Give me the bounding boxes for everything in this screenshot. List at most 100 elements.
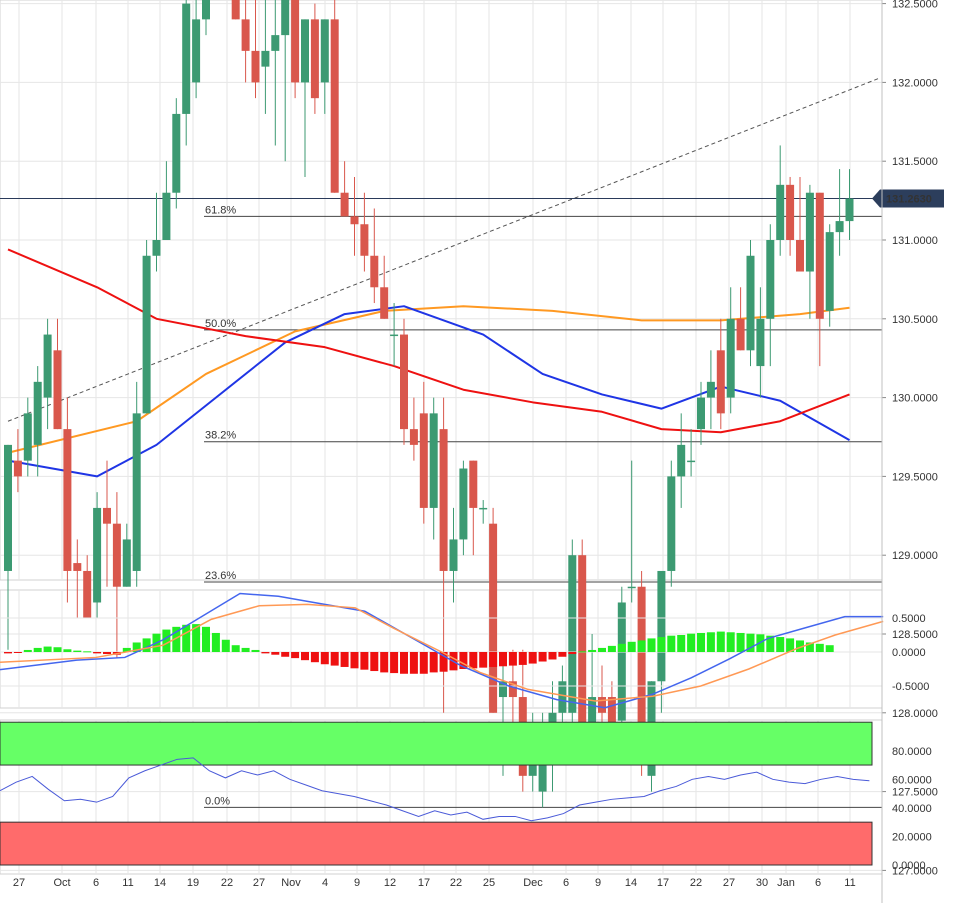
x-tick-label: 25 bbox=[483, 877, 495, 889]
macd-bar-positive bbox=[667, 635, 676, 652]
macd-bar-positive bbox=[588, 649, 597, 652]
candle-bullish bbox=[835, 221, 844, 233]
macd-bar-positive bbox=[657, 637, 666, 652]
macd-bar-positive bbox=[607, 645, 616, 652]
fibonacci-level-label: 38.2% bbox=[205, 430, 236, 442]
macd-bar-positive bbox=[73, 650, 82, 652]
macd-bar-negative bbox=[489, 652, 498, 667]
candle-bullish bbox=[667, 476, 676, 571]
macd-bar-positive bbox=[132, 642, 141, 652]
macd-bar-negative bbox=[330, 652, 339, 666]
candle-bullish bbox=[726, 318, 735, 398]
price-tick-label: 131.5000 bbox=[892, 156, 938, 168]
x-tick-label: Jan bbox=[777, 877, 795, 889]
rsi-tick-label: 40.0000 bbox=[892, 803, 932, 815]
macd-bar-positive bbox=[23, 649, 32, 652]
price-tick-label: 127.5000 bbox=[892, 787, 938, 799]
candle-bullish bbox=[152, 240, 161, 256]
macd-bar-negative bbox=[350, 652, 359, 669]
candle-bearish bbox=[103, 507, 111, 524]
macd-bar-positive bbox=[677, 635, 686, 652]
macd-bar-negative bbox=[419, 652, 428, 674]
candle-bullish bbox=[617, 602, 626, 721]
rsi-tick-label: 60.0000 bbox=[892, 774, 932, 786]
x-tick-label: 17 bbox=[657, 877, 669, 889]
macd-bar-negative bbox=[508, 652, 517, 666]
price-tick-label: 130.0000 bbox=[892, 393, 938, 405]
x-tick-label: Dec bbox=[523, 877, 543, 889]
candle-bullish bbox=[93, 507, 102, 603]
candle-bearish bbox=[637, 586, 646, 761]
x-tick-label: 19 bbox=[187, 877, 199, 889]
candle-bearish bbox=[360, 224, 369, 256]
candle-bullish bbox=[23, 413, 32, 461]
x-tick-label: 4 bbox=[322, 877, 328, 889]
macd-bar-positive bbox=[53, 647, 62, 652]
macd-bar-negative bbox=[340, 652, 349, 667]
candle-bearish bbox=[815, 192, 824, 319]
macd-bar-positive bbox=[736, 632, 745, 652]
macd-bar-positive bbox=[647, 638, 656, 652]
rsi-overbought-zone bbox=[0, 721, 873, 766]
price-tick-label: 128.5000 bbox=[892, 629, 938, 641]
macd-bar-positive bbox=[202, 626, 210, 652]
candle-bearish bbox=[83, 570, 92, 619]
macd-signal-line bbox=[0, 603, 884, 702]
x-tick-label: 30 bbox=[756, 877, 768, 889]
candle-bullish bbox=[271, 35, 280, 51]
macd-bar-negative bbox=[558, 652, 567, 657]
candle-bearish bbox=[736, 318, 745, 351]
macd-bar-positive bbox=[766, 635, 775, 652]
macd-bar-negative bbox=[380, 652, 389, 673]
candle-bullish bbox=[172, 113, 181, 193]
x-tick-label: 14 bbox=[154, 877, 166, 889]
macd-bar-positive bbox=[221, 639, 230, 652]
candle-bullish bbox=[132, 413, 141, 571]
macd-bar-positive bbox=[687, 633, 696, 652]
x-tick-label: 17 bbox=[418, 877, 430, 889]
rsi-line bbox=[0, 757, 870, 822]
x-tick-label: 9 bbox=[354, 877, 360, 889]
macd-bar-negative bbox=[291, 652, 300, 659]
macd-bar-negative bbox=[400, 652, 408, 674]
current-price-badge: 131.2630 bbox=[872, 189, 944, 208]
x-tick-label: 22 bbox=[450, 877, 462, 889]
macd-bar-negative bbox=[538, 652, 547, 662]
candle-bullish bbox=[479, 507, 488, 510]
candle-bullish bbox=[281, 0, 290, 36]
macd-bar-positive bbox=[211, 632, 220, 652]
candle-bearish bbox=[786, 184, 795, 240]
candle-bullish bbox=[558, 681, 567, 713]
candle-bearish bbox=[63, 429, 72, 571]
macd-bar-positive bbox=[697, 632, 705, 652]
candle-bearish bbox=[400, 334, 408, 430]
candle-bearish bbox=[508, 681, 517, 698]
candle-bearish bbox=[53, 350, 62, 430]
candle-bullish bbox=[390, 334, 399, 337]
macd-bar-positive bbox=[706, 632, 715, 652]
candle-bullish bbox=[805, 192, 814, 272]
x-tick-label: 6 bbox=[563, 877, 569, 889]
macd-bar-negative bbox=[469, 652, 478, 669]
candle-bearish bbox=[310, 19, 319, 99]
x-tick-label: 11 bbox=[844, 877, 855, 889]
candle-bullish bbox=[202, 0, 210, 20]
macd-bar-positive bbox=[162, 629, 171, 652]
candle-bearish bbox=[13, 460, 22, 477]
candle-bullish bbox=[4, 444, 12, 571]
candle-bullish bbox=[261, 50, 270, 67]
macd-bar-positive bbox=[63, 649, 72, 652]
macd-bar-negative bbox=[518, 652, 527, 665]
rsi-tick-label: 80.0000 bbox=[892, 746, 932, 758]
macd-tick-label: 0.0000 bbox=[892, 647, 926, 659]
rsi-tick-label: 0.0000 bbox=[892, 860, 926, 872]
macd-bar-positive bbox=[172, 626, 181, 652]
macd-bar-positive bbox=[43, 646, 52, 652]
price-tick-label: 132.5000 bbox=[892, 0, 938, 11]
macd-bar-positive bbox=[617, 643, 626, 652]
candle-bearish bbox=[291, 0, 300, 83]
macd-bar-negative bbox=[320, 652, 329, 665]
candle-bearish bbox=[370, 255, 379, 288]
